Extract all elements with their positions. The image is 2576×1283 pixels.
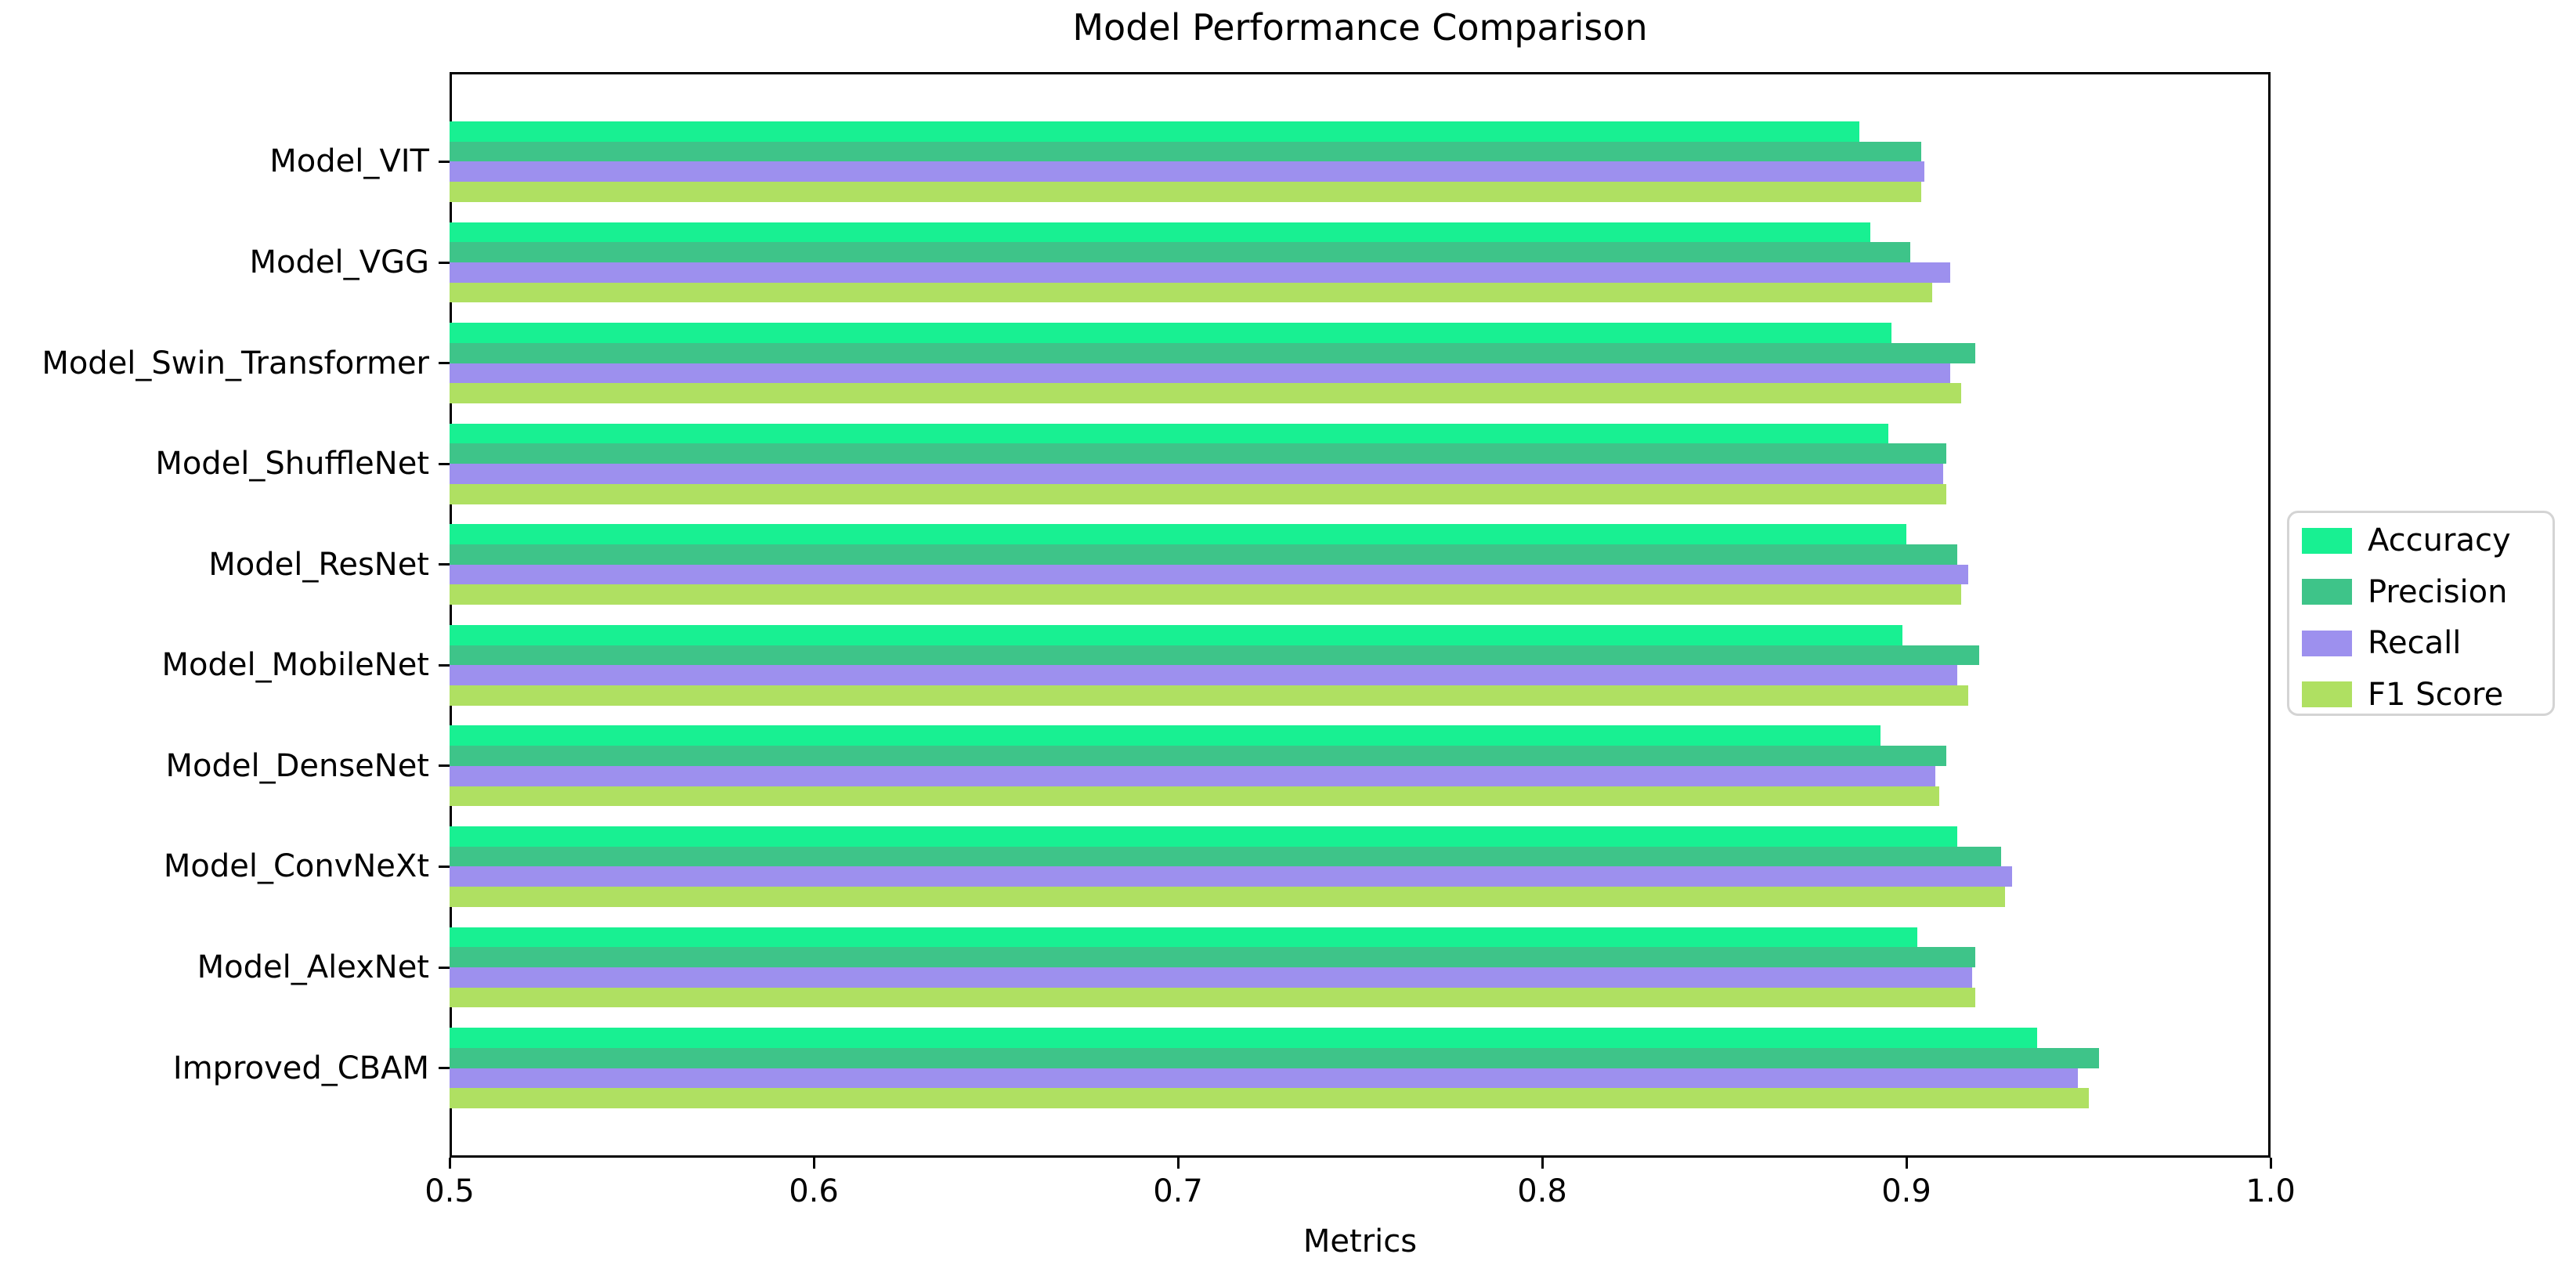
bar-f1-score xyxy=(450,786,1939,807)
bar-precision xyxy=(450,141,1921,162)
legend-swatch-icon xyxy=(2302,579,2352,605)
x-tick-mark xyxy=(1905,1158,1908,1169)
bar-f1-score xyxy=(450,182,1921,202)
y-tick-label: Model_VIT xyxy=(269,143,429,180)
bar-accuracy xyxy=(450,121,1859,142)
bar-accuracy xyxy=(450,423,1888,444)
bar-accuracy xyxy=(450,725,1881,746)
bar-precision xyxy=(450,544,1958,565)
bar-precision xyxy=(450,342,1976,363)
y-tick-label: Model_AlexNet xyxy=(197,949,429,985)
x-tick-mark xyxy=(1541,1158,1544,1169)
legend-swatch-icon xyxy=(2302,527,2352,554)
bar-recall xyxy=(450,363,1950,384)
y-tick-label: Model_MobileNet xyxy=(161,647,429,684)
bar-precision xyxy=(450,443,1947,464)
bar-precision xyxy=(450,947,1976,967)
y-tick-mark xyxy=(439,865,450,868)
x-tick-mark xyxy=(812,1158,815,1169)
legend-swatch-icon xyxy=(2302,630,2352,656)
y-tick-mark xyxy=(439,663,450,667)
y-tick-label: Model_DenseNet xyxy=(165,747,429,784)
legend-label: F1 Score xyxy=(2368,676,2504,713)
bar-f1-score xyxy=(450,887,2005,907)
x-tick-mark xyxy=(1176,1158,1180,1169)
legend-swatch-icon xyxy=(2302,681,2352,707)
y-tick-mark xyxy=(439,261,450,264)
bar-accuracy xyxy=(450,222,1870,243)
legend-item: Accuracy xyxy=(2302,522,2511,558)
bar-accuracy xyxy=(450,524,1906,544)
legend-item: Precision xyxy=(2302,573,2508,610)
bar-f1-score xyxy=(450,987,1976,1008)
bar-precision xyxy=(450,1047,2100,1068)
chart-title: Model Performance Comparison xyxy=(1072,6,1648,49)
bar-accuracy xyxy=(450,927,1917,948)
bar-accuracy xyxy=(450,826,1958,847)
bar-f1-score xyxy=(450,383,1961,403)
bar-accuracy xyxy=(450,323,1892,343)
bar-accuracy xyxy=(450,1028,2038,1048)
y-tick-label: Model_ShuffleNet xyxy=(155,446,429,482)
bar-precision xyxy=(450,846,2001,867)
x-tick-label: 0.7 xyxy=(1153,1173,1203,1209)
y-tick-label: Model_ResNet xyxy=(208,546,429,583)
x-tick-label: 1.0 xyxy=(2245,1173,2296,1209)
x-axis-label: Metrics xyxy=(1302,1223,1418,1260)
x-tick-mark xyxy=(448,1158,451,1169)
bar-recall xyxy=(450,1068,2078,1089)
y-tick-mark xyxy=(439,563,450,566)
y-tick-mark xyxy=(439,362,450,365)
y-tick-label: Model_VGG xyxy=(249,244,429,280)
bar-f1-score xyxy=(450,282,1932,303)
bar-f1-score xyxy=(450,685,1969,706)
y-tick-mark xyxy=(439,966,450,969)
bar-precision xyxy=(450,645,1979,666)
bar-recall xyxy=(450,262,1950,283)
y-tick-mark xyxy=(439,462,450,465)
x-tick-label: 0.9 xyxy=(1881,1173,1931,1209)
y-tick-label: Improved_CBAM xyxy=(172,1050,429,1086)
bar-precision xyxy=(450,242,1910,262)
legend-label: Accuracy xyxy=(2368,522,2511,558)
y-tick-mark xyxy=(439,764,450,768)
bar-accuracy xyxy=(450,624,1903,645)
bar-f1-score xyxy=(450,483,1947,504)
legend-label: Recall xyxy=(2368,625,2462,661)
legend-item: Recall xyxy=(2302,625,2462,661)
x-tick-mark xyxy=(2269,1158,2272,1169)
y-tick-label: Model_Swin_Transformer xyxy=(42,345,429,381)
bar-f1-score xyxy=(450,1088,2089,1108)
bar-recall xyxy=(450,665,1958,685)
bar-recall xyxy=(450,866,2012,887)
legend: Accuracy Precision Recall F1 Score xyxy=(2287,511,2555,716)
bar-recall xyxy=(450,967,1972,988)
legend-label: Precision xyxy=(2368,573,2508,610)
bar-recall xyxy=(450,564,1969,585)
bar-recall xyxy=(450,161,1925,183)
y-tick-mark xyxy=(439,160,450,163)
bar-recall xyxy=(450,464,1943,484)
x-tick-label: 0.8 xyxy=(1517,1173,1567,1209)
legend-item: F1 Score xyxy=(2302,676,2504,713)
bar-precision xyxy=(450,746,1947,766)
y-tick-mark xyxy=(439,1067,450,1070)
bar-f1-score xyxy=(450,584,1961,605)
x-tick-label: 0.5 xyxy=(425,1173,475,1209)
y-tick-label: Model_ConvNeXt xyxy=(163,848,429,885)
bar-recall xyxy=(450,765,1936,786)
x-tick-label: 0.6 xyxy=(789,1173,839,1209)
